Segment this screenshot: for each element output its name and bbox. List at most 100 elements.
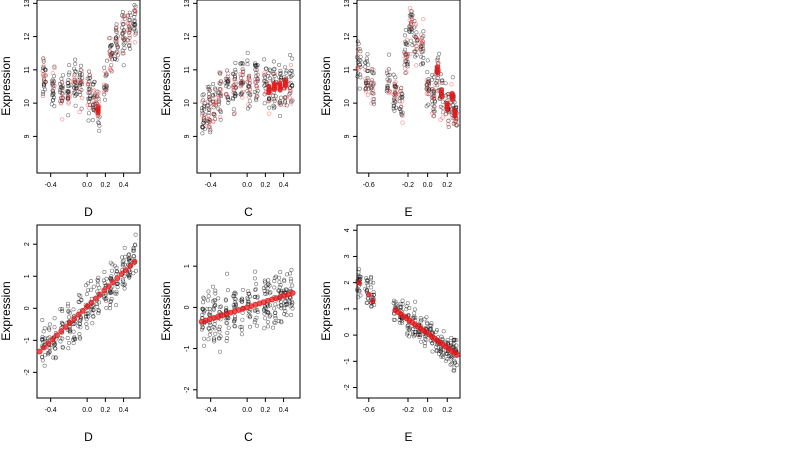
data-point: [371, 280, 376, 285]
data-point: [52, 104, 57, 109]
fitted-point: [370, 298, 376, 304]
data-point: [114, 22, 119, 27]
data-point: [452, 365, 457, 370]
data-point: [110, 57, 115, 62]
x-tick-label: 0.2: [442, 182, 452, 189]
fitted-point: [67, 95, 72, 100]
data-point: [212, 322, 217, 327]
data-point: [78, 73, 83, 78]
data-point: [268, 290, 273, 295]
data-point: [115, 285, 120, 290]
data-point: [224, 338, 229, 343]
panel-top-right: -0.6 -0.2 0.0 0.2 9 10 11 12 13 E Expression: [319, 0, 461, 219]
data-point: [450, 75, 455, 80]
data-point: [419, 54, 424, 59]
data-point: [245, 297, 250, 302]
data-point: [51, 355, 56, 360]
fitted-point: [386, 80, 391, 85]
data-point: [439, 334, 444, 339]
y-tick-label: 1: [344, 307, 351, 311]
x-tick-label: -0.2: [402, 182, 414, 189]
data-point: [288, 90, 293, 95]
data-point: [122, 245, 127, 250]
fitted-point: [126, 24, 132, 30]
data-point: [91, 314, 96, 319]
fitted-point: [453, 122, 459, 127]
data-point: [364, 300, 369, 305]
data-point: [452, 100, 457, 105]
data-point: [253, 294, 258, 299]
data-point: [421, 49, 426, 54]
data-point: [89, 278, 94, 283]
data-point: [53, 346, 58, 351]
fitted-point: [425, 87, 430, 93]
data-point: [262, 73, 267, 78]
data-point: [262, 311, 267, 316]
data-point: [205, 298, 210, 303]
data-point: [253, 317, 258, 322]
data-point: [72, 66, 77, 71]
data-point: [408, 38, 413, 43]
data-point: [431, 89, 436, 94]
fitted-point: [79, 80, 84, 85]
fitted-point: [431, 86, 436, 92]
data-point: [211, 306, 216, 311]
data-point: [226, 100, 231, 105]
x-tick-label: 0.4: [279, 407, 289, 414]
data-point: [403, 27, 408, 32]
data-point: [46, 352, 51, 357]
fitted-point: [51, 86, 56, 92]
fitted-point: [356, 66, 361, 71]
fitted-point: [288, 88, 293, 93]
fitted-point: [356, 280, 362, 286]
data-point: [231, 97, 236, 102]
data-point: [92, 80, 97, 85]
data-point: [440, 353, 445, 358]
data-point: [284, 302, 289, 307]
data-point: [284, 68, 289, 73]
data-point: [216, 336, 221, 341]
data-point: [128, 46, 133, 51]
data-point: [364, 56, 369, 61]
y-tick-label: 2: [24, 242, 31, 246]
fitted-point: [60, 117, 65, 122]
data-point: [121, 63, 126, 68]
data-point: [126, 272, 131, 277]
data-point: [113, 291, 118, 296]
data-point: [400, 320, 405, 325]
fitted-point: [452, 107, 458, 113]
fitted-point: [369, 80, 374, 85]
fitted-point: [102, 68, 107, 74]
x-axis-title: E: [404, 430, 412, 444]
data-point: [206, 111, 211, 116]
fitted-point: [365, 92, 371, 97]
data-point: [77, 75, 82, 80]
fitted-point: [131, 258, 138, 265]
data-point: [278, 71, 283, 76]
data-point: [434, 348, 439, 353]
y-tick-label: 0: [344, 333, 351, 337]
data-point: [262, 83, 267, 88]
data-point: [120, 277, 125, 282]
data-point: [97, 123, 102, 128]
data-point: [454, 338, 459, 343]
data-point: [74, 70, 79, 75]
data-point: [267, 105, 272, 110]
fitted-point: [79, 307, 86, 314]
data-point: [414, 30, 419, 35]
data-point: [127, 10, 132, 15]
y-tick-label: 12: [184, 33, 191, 41]
fitted-point: [419, 45, 424, 51]
data-point: [288, 279, 293, 284]
data-point: [371, 292, 376, 297]
data-point: [79, 106, 84, 111]
data-point: [422, 336, 427, 341]
fitted-point: [254, 83, 259, 89]
fitted-point: [253, 76, 258, 82]
data-point: [369, 303, 374, 308]
data-point: [132, 242, 137, 247]
data-point: [225, 330, 230, 335]
data-point: [290, 83, 295, 88]
y-tick-label: -2: [24, 369, 31, 375]
data-point: [67, 63, 72, 68]
